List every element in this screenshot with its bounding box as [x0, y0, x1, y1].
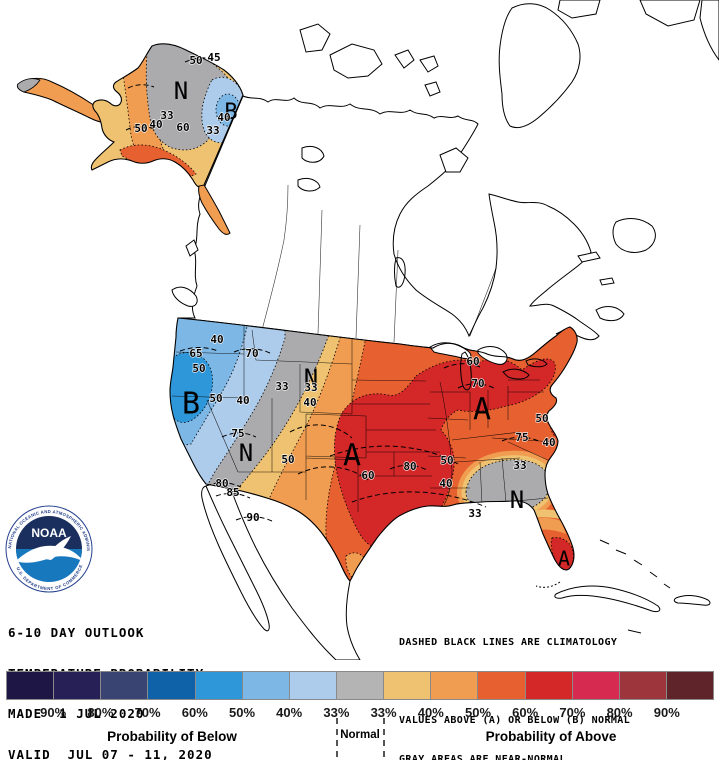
title-line-4: VALID JUL 07 - 11, 2020	[8, 746, 213, 760]
legend-percent-label: 80%	[87, 705, 114, 720]
map-contour-label: 50	[209, 392, 222, 405]
title-line-1: 6-10 DAY OUTLOOK	[8, 625, 145, 640]
map-region-letter: A	[558, 547, 570, 571]
map-contour-label: 60	[176, 121, 189, 134]
map-contour-label: 33	[206, 124, 219, 137]
map-region-letter: B	[182, 387, 200, 422]
map-region-letter: N	[174, 77, 188, 105]
legend-swatch	[431, 672, 479, 699]
below-caption: Probability of Below	[107, 729, 237, 744]
note-line-4: GRAY AREAS ARE NEAR-NORMAL	[399, 754, 566, 760]
legend-percent-label: 70%	[134, 705, 161, 720]
legend-percent-label: 60%	[181, 705, 208, 720]
map-climatology-label: 65	[189, 347, 202, 360]
legend-swatch	[478, 672, 526, 699]
noaa-logo: NOAA NATIONAL OCEANIC AND ATMOSPHERIC AD…	[5, 505, 93, 593]
legend-swatch	[242, 672, 290, 699]
legend-swatch	[148, 672, 196, 699]
legend-percent-label: 60%	[512, 705, 539, 720]
legend-percent-label: 80%	[606, 705, 633, 720]
title-line-3: MADE 1 JUL 2020	[8, 706, 145, 721]
map-contour-label: 40	[236, 394, 249, 407]
legend-swatch	[195, 672, 243, 699]
map-climatology-label: 75	[231, 427, 244, 440]
caribbean-islands	[554, 539, 711, 634]
legend-swatch	[572, 672, 620, 699]
map-contour-label: 50	[134, 122, 147, 135]
map-climatology-label: 85	[226, 486, 239, 499]
map-contour-label: 40	[303, 396, 316, 409]
legend-percent-label: 40%	[417, 705, 444, 720]
map-contour-label: 40	[149, 118, 162, 131]
map-contour-label: 40	[210, 333, 223, 346]
map-contour-label: 50	[440, 454, 453, 467]
legend-swatch	[525, 672, 573, 699]
map-climatology-label: 70	[245, 347, 258, 360]
map-climatology-label: 45	[207, 51, 220, 64]
florida-keys	[535, 581, 561, 588]
map-climatology-label: 80	[403, 460, 416, 473]
map-contour-label: 40	[542, 436, 555, 449]
normal-caption: Normal	[340, 729, 380, 741]
map-region-letter: N	[304, 364, 318, 392]
map-contour-label: 40	[217, 111, 230, 124]
canada-province-borders	[261, 184, 497, 343]
legend-swatch	[54, 672, 102, 699]
above-caption: Probability of Above	[485, 729, 617, 744]
note-line-3: VALUES ABOVE (A) OR BELOW (B) NORMAL	[399, 715, 631, 726]
legend-percent-label: 50%	[228, 705, 256, 720]
map-contour-label: 33	[468, 507, 481, 520]
legend-swatch	[666, 672, 714, 699]
legend-swatch	[336, 672, 385, 699]
legend-percent-label: 33%	[370, 705, 397, 720]
map-region-letter: A	[343, 439, 361, 474]
alaska-panhandle	[198, 184, 231, 235]
map-climatology-label: 75	[515, 431, 528, 444]
legend-percent-label: 40%	[276, 705, 303, 720]
legend-swatch	[101, 672, 149, 699]
legend-swatch	[289, 672, 337, 699]
map-contour-label: 60	[466, 355, 479, 368]
map-contour-label: 50	[192, 362, 205, 375]
map-contour-label: 60	[361, 469, 374, 482]
map-region-letter: A	[473, 393, 491, 428]
legend-swatch	[619, 672, 667, 699]
canada-outline	[177, 95, 600, 361]
note-line-1: DASHED BLACK LINES ARE CLIMATOLOGY	[399, 637, 618, 648]
map-region-letter: B	[224, 100, 237, 125]
map-contour-label: 33	[160, 109, 173, 122]
arctic-islands	[171, 0, 719, 322]
map-contour-label: 33	[513, 459, 526, 472]
legend-percent-label: 33%	[323, 705, 350, 720]
canada-lakes	[297, 145, 406, 288]
legend-percent-label: 90%	[40, 705, 67, 720]
map-contour-label: 33	[275, 380, 288, 393]
map-contour-label: 50	[281, 453, 294, 466]
legend-swatch	[384, 672, 432, 699]
map-climatology-label: 70	[471, 377, 484, 390]
map-region-letter: N	[510, 486, 524, 514]
noaa-acronym: NOAA	[31, 526, 67, 540]
map-climatology-label: 90	[246, 511, 259, 524]
map-contour-label: 40	[439, 477, 452, 490]
legend-percent-label: 90%	[653, 705, 680, 720]
normal-left-divider	[336, 718, 338, 757]
map-region-letter: N	[239, 439, 253, 467]
legend-swatch	[7, 672, 55, 699]
legend-percent-label: 70%	[559, 705, 586, 720]
map-contour-label: 33	[304, 381, 317, 394]
map-climatology-label: 80	[215, 477, 228, 490]
map-climatology-label: 50	[189, 54, 202, 67]
legend-color-bar	[6, 671, 714, 700]
climatology-contours	[125, 57, 542, 522]
map-contour-label: 50	[535, 412, 548, 425]
legend-percent-label: 50%	[464, 705, 492, 720]
normal-right-divider	[383, 718, 385, 757]
